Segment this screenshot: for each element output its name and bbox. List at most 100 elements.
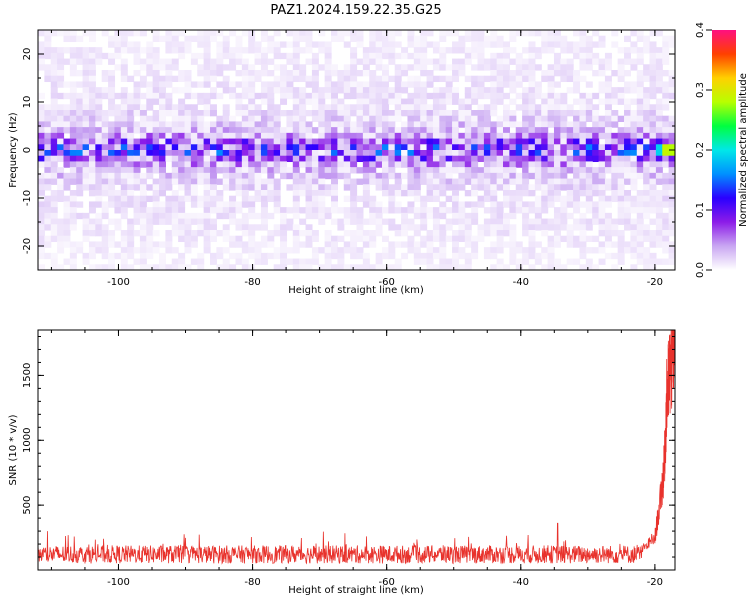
heatmap-cell — [496, 150, 504, 157]
heatmap-cell — [560, 172, 568, 180]
heatmap-cell — [560, 167, 568, 174]
heatmap-cell — [566, 64, 574, 71]
heatmap-cell — [101, 172, 109, 180]
heatmap-cell — [458, 207, 466, 214]
heatmap-cell — [350, 35, 358, 43]
heatmap-cell — [573, 70, 581, 77]
heatmap-cell — [439, 172, 447, 180]
heatmap-cell — [604, 224, 612, 231]
heatmap-cell — [216, 52, 224, 60]
heatmap-cell — [401, 241, 409, 248]
heatmap-cell — [241, 264, 249, 270]
heatmap-cell — [381, 87, 389, 94]
heatmap-cell — [222, 155, 230, 163]
heatmap-cell — [439, 110, 447, 117]
heatmap-cell — [388, 167, 396, 174]
heatmap-cell — [318, 127, 326, 134]
heatmap-cell — [553, 258, 561, 265]
heatmap-cell — [394, 207, 402, 214]
heatmap-cell — [655, 52, 663, 60]
heatmap-cell — [286, 87, 294, 94]
heatmap-cell — [592, 150, 600, 157]
heatmap-cell — [452, 92, 460, 100]
heatmap-cell — [369, 207, 377, 214]
heatmap-cell — [273, 184, 281, 191]
heatmap-cell — [522, 70, 530, 77]
heatmap-cell — [471, 150, 479, 157]
heatmap-cell — [598, 127, 606, 134]
heatmap-cell — [254, 121, 262, 128]
heatmap-cell — [426, 75, 434, 83]
spectrogram-x-label: Height of straight line (km) — [288, 285, 424, 296]
heatmap-cell — [420, 241, 428, 248]
heatmap-cell — [426, 150, 434, 157]
colorbar-tick-label: 0.1 — [695, 202, 706, 218]
heatmap-cell — [260, 150, 268, 157]
heatmap-cell — [222, 35, 230, 43]
heatmap-cell — [88, 167, 96, 174]
heatmap-cell — [286, 75, 294, 83]
heatmap-cell — [331, 121, 338, 128]
heatmap-cell — [203, 218, 211, 225]
heatmap-cell — [76, 115, 84, 123]
heatmap-cell — [222, 167, 230, 174]
heatmap-cell — [573, 41, 581, 48]
heatmap-cell — [324, 167, 332, 174]
heatmap-cell — [108, 264, 116, 270]
heatmap-cell — [88, 144, 96, 151]
heatmap-cell — [44, 184, 52, 191]
heatmap-cell — [133, 218, 141, 225]
heatmap-cell — [534, 241, 542, 248]
heatmap-cell — [241, 110, 249, 117]
heatmap-cell — [286, 121, 294, 128]
snr-y-label: SNR (10 * v/v) — [8, 414, 19, 485]
heatmap-cell — [471, 190, 479, 197]
heatmap-cell — [662, 161, 670, 168]
heatmap-cell — [101, 92, 109, 100]
heatmap-cell — [668, 184, 675, 191]
heatmap-cell — [464, 98, 472, 105]
heatmap-cell — [318, 247, 326, 254]
heatmap-cell — [76, 121, 84, 128]
heatmap-cell — [88, 218, 96, 225]
heatmap-cell — [222, 178, 230, 185]
heatmap-cell — [401, 121, 409, 128]
heatmap-cell — [216, 121, 224, 128]
heatmap-cell — [241, 92, 249, 100]
heatmap-cell — [566, 58, 574, 65]
heatmap-cell — [171, 58, 179, 65]
heatmap-cell — [617, 167, 625, 174]
heatmap-cell — [420, 172, 428, 180]
y-tick-label: 500 — [22, 496, 33, 515]
heatmap-cell — [636, 104, 644, 111]
heatmap-cell — [541, 155, 549, 163]
heatmap-cell — [139, 184, 147, 191]
heatmap-cell — [197, 230, 205, 237]
heatmap-cell — [95, 241, 103, 248]
heatmap-cell — [483, 184, 491, 191]
heatmap-cell — [662, 155, 670, 163]
heatmap-cell — [617, 92, 625, 100]
heatmap-cell — [490, 201, 498, 208]
heatmap-cell — [452, 212, 460, 220]
heatmap-cell — [401, 155, 409, 163]
heatmap-cell — [547, 87, 555, 94]
heatmap-cell — [216, 144, 224, 151]
heatmap-cell — [159, 172, 166, 180]
heatmap-cell — [496, 264, 504, 270]
heatmap-cell — [152, 264, 160, 270]
heatmap-cell — [292, 155, 300, 163]
heatmap-cell — [356, 98, 364, 105]
heatmap-cell — [420, 252, 428, 260]
heatmap-cell — [241, 195, 249, 203]
heatmap-cell — [445, 121, 453, 128]
heatmap-cell — [413, 127, 421, 134]
heatmap-cell — [38, 52, 45, 60]
heatmap-cell — [432, 230, 440, 237]
heatmap-cell — [350, 207, 358, 214]
heatmap-cell — [522, 178, 530, 185]
heatmap-cell — [235, 161, 243, 168]
heatmap-cell — [165, 178, 173, 185]
heatmap-cell — [343, 115, 351, 123]
heatmap-cell — [356, 178, 364, 185]
